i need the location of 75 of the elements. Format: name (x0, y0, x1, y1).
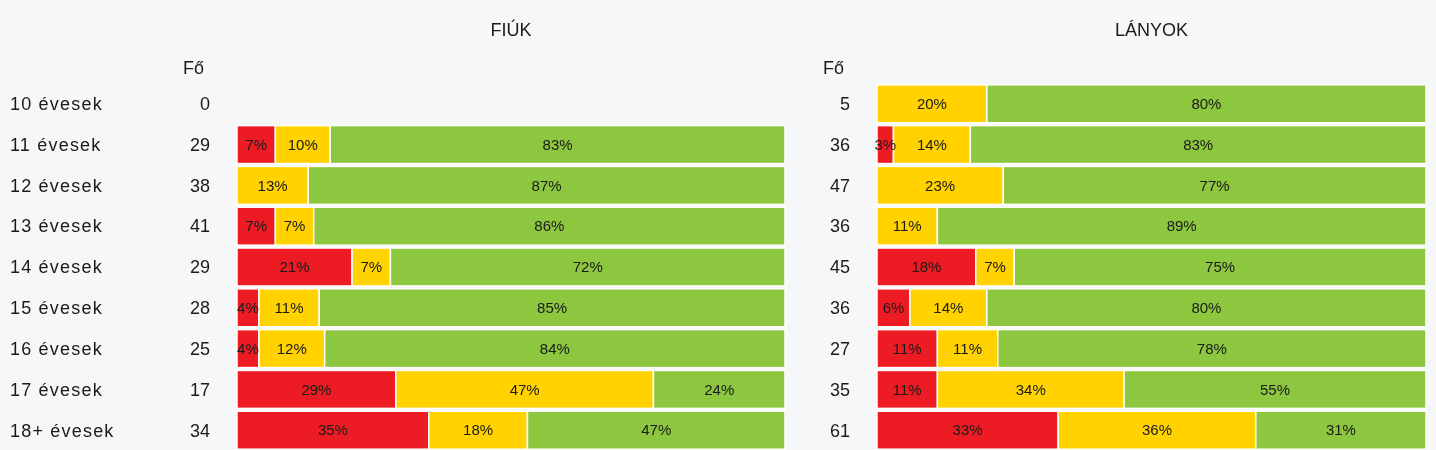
y-tick-label: 12 évesek (10, 175, 103, 196)
text: 41 (189, 216, 210, 237)
data-label: 83% (542, 135, 573, 153)
text: 0 (199, 94, 210, 115)
text: Fő (823, 58, 845, 78)
data-label: 29% (301, 380, 332, 398)
data-label: 55% (1260, 380, 1291, 398)
data-label: 18% (911, 258, 942, 276)
data-label: 21% (279, 258, 310, 276)
y-tick-label: 17 évesek (10, 379, 103, 400)
data-label: 78% (1196, 339, 1227, 357)
text: 47 (829, 175, 850, 196)
text: 61 (829, 420, 850, 441)
data-label: 18% (463, 421, 494, 439)
text: 28 (189, 298, 210, 319)
data-label: 7% (984, 258, 1006, 276)
y-tick-label: 10 évesek (10, 94, 103, 115)
data-label: 36% (1141, 421, 1173, 439)
y-tick-label: 11 évesek (10, 134, 102, 155)
data-label: 7% (245, 217, 268, 235)
data-label: 7% (245, 135, 268, 153)
data-label: 10% (287, 135, 318, 153)
text: 36 (829, 134, 850, 155)
data-label: 89% (1166, 217, 1197, 235)
data-label: 11% (892, 380, 922, 398)
y-tick-label: 15 évesek (10, 298, 103, 319)
data-label: 72% (572, 258, 603, 276)
text: 5 (839, 94, 850, 115)
data-label: 33% (952, 421, 983, 439)
data-label: 11% (892, 339, 922, 357)
data-label: 24% (704, 380, 735, 398)
data-label: 11% (953, 339, 983, 357)
data-label: 47% (509, 380, 540, 398)
data-label: 75% (1205, 258, 1236, 276)
data-label: 14% (933, 299, 964, 317)
text: 36 (829, 216, 850, 237)
data-label: 80% (1191, 95, 1222, 113)
y-tick-label: 18+ évesek (10, 420, 115, 441)
text: 17 (189, 379, 210, 400)
text: 29 (189, 134, 210, 155)
data-label: 11% (274, 299, 304, 317)
data-label: 7% (360, 258, 383, 276)
text: 27 (829, 338, 850, 359)
text: 25 (189, 338, 210, 359)
data-label: 77% (1199, 176, 1230, 194)
data-label: 14% (916, 135, 947, 153)
data-label: 84% (539, 339, 570, 357)
data-label: 7% (283, 217, 306, 235)
chart-title: FIÚK (490, 19, 532, 40)
y-tick-label: 14 évesek (10, 257, 103, 278)
text: 45 (829, 257, 850, 278)
data-label: 23% (925, 176, 956, 194)
text: 35 (829, 379, 850, 400)
data-label: 12% (276, 339, 307, 357)
data-label: 11% (892, 217, 922, 235)
text: Fő (183, 58, 205, 78)
data-label: 83% (1183, 135, 1214, 153)
data-label: 20% (916, 95, 947, 113)
text: 34 (189, 420, 210, 441)
data-label: 34% (1015, 380, 1046, 398)
data-label: 80% (1191, 299, 1222, 317)
y-tick-label: 16 évesek (10, 338, 103, 359)
data-label: 31% (1325, 421, 1356, 439)
text: 36 (829, 298, 850, 319)
data-label: 35% (317, 421, 348, 439)
data-label: 85% (537, 299, 568, 317)
data-label: 47% (641, 421, 672, 439)
text: 29 (189, 257, 210, 278)
chart-title: LÁNYOK (1114, 20, 1189, 40)
text: 38 (189, 175, 210, 196)
data-label: 13% (257, 176, 288, 194)
data-label: 6% (882, 299, 905, 317)
y-tick-label: 13 évesek (10, 216, 103, 237)
data-label: 87% (531, 176, 562, 194)
data-label: 86% (534, 217, 565, 235)
